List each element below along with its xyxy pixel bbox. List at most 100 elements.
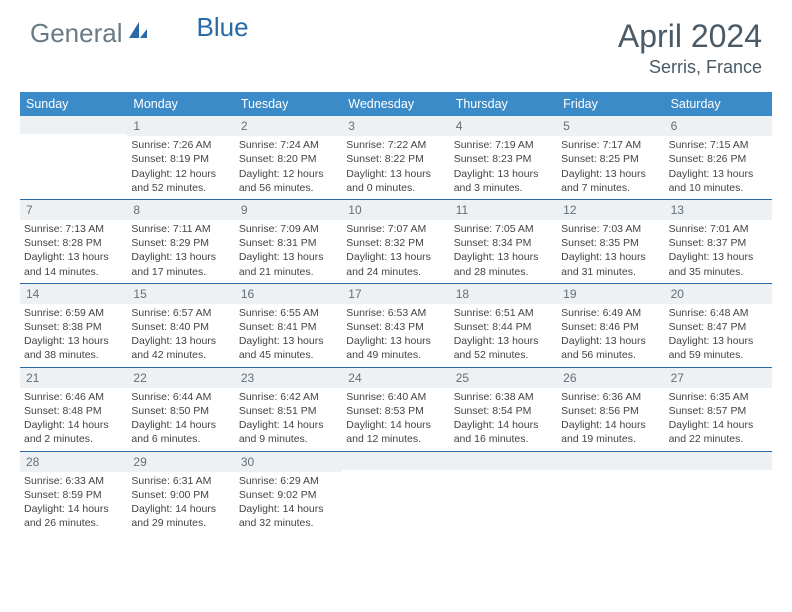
day-number: 8 [127,200,234,220]
sunrise-text: Sunrise: 7:24 AM [239,138,338,152]
day-number: 13 [665,200,772,220]
day-cell: 15Sunrise: 6:57 AMSunset: 8:40 PMDayligh… [127,284,234,367]
sunrise-text: Sunrise: 7:07 AM [346,222,445,236]
day-body: Sunrise: 7:22 AMSunset: 8:22 PMDaylight:… [342,136,449,199]
dow-cell: Saturday [665,92,772,116]
daylight-text: Daylight: 12 hours and 52 minutes. [131,167,230,195]
sunset-text: Sunset: 8:38 PM [24,320,123,334]
day-number: 1 [127,116,234,136]
day-cell: 26Sunrise: 6:36 AMSunset: 8:56 PMDayligh… [557,368,664,451]
day-body: Sunrise: 7:15 AMSunset: 8:26 PMDaylight:… [665,136,772,199]
day-number: 12 [557,200,664,220]
sunset-text: Sunset: 8:23 PM [454,152,553,166]
daylight-text: Daylight: 13 hours and 10 minutes. [669,167,768,195]
day-body: Sunrise: 7:05 AMSunset: 8:34 PMDaylight:… [450,220,557,283]
day-number: 10 [342,200,449,220]
sunset-text: Sunset: 8:41 PM [239,320,338,334]
sunset-text: Sunset: 8:51 PM [239,404,338,418]
daylight-text: Daylight: 13 hours and 3 minutes. [454,167,553,195]
day-body: Sunrise: 6:55 AMSunset: 8:41 PMDaylight:… [235,304,342,367]
day-number: 2 [235,116,342,136]
daylight-text: Daylight: 13 hours and 17 minutes. [131,250,230,278]
daylight-text: Daylight: 13 hours and 31 minutes. [561,250,660,278]
day-cell: 25Sunrise: 6:38 AMSunset: 8:54 PMDayligh… [450,368,557,451]
day-body: Sunrise: 6:48 AMSunset: 8:47 PMDaylight:… [665,304,772,367]
brand-part2: Blue [197,12,249,43]
day-body: Sunrise: 7:07 AMSunset: 8:32 PMDaylight:… [342,220,449,283]
day-cell: 16Sunrise: 6:55 AMSunset: 8:41 PMDayligh… [235,284,342,367]
day-cell: 2Sunrise: 7:24 AMSunset: 8:20 PMDaylight… [235,116,342,199]
sunrise-text: Sunrise: 6:59 AM [24,306,123,320]
day-number [557,452,664,470]
daylight-text: Daylight: 14 hours and 16 minutes. [454,418,553,446]
sunrise-text: Sunrise: 7:22 AM [346,138,445,152]
daylight-text: Daylight: 13 hours and 49 minutes. [346,334,445,362]
day-number: 29 [127,452,234,472]
daylight-text: Daylight: 14 hours and 22 minutes. [669,418,768,446]
day-cell: 28Sunrise: 6:33 AMSunset: 8:59 PMDayligh… [20,452,127,535]
sunrise-text: Sunrise: 6:36 AM [561,390,660,404]
sunrise-text: Sunrise: 6:38 AM [454,390,553,404]
day-body: Sunrise: 7:09 AMSunset: 8:31 PMDaylight:… [235,220,342,283]
day-cell [20,116,127,199]
day-number: 27 [665,368,772,388]
day-body: Sunrise: 7:11 AMSunset: 8:29 PMDaylight:… [127,220,234,283]
sunset-text: Sunset: 8:40 PM [131,320,230,334]
sunset-text: Sunset: 8:34 PM [454,236,553,250]
day-body: Sunrise: 7:19 AMSunset: 8:23 PMDaylight:… [450,136,557,199]
dow-cell: Thursday [450,92,557,116]
day-cell: 19Sunrise: 6:49 AMSunset: 8:46 PMDayligh… [557,284,664,367]
day-number: 23 [235,368,342,388]
sunset-text: Sunset: 8:59 PM [24,488,123,502]
day-cell: 1Sunrise: 7:26 AMSunset: 8:19 PMDaylight… [127,116,234,199]
day-cell: 6Sunrise: 7:15 AMSunset: 8:26 PMDaylight… [665,116,772,199]
sunrise-text: Sunrise: 7:17 AM [561,138,660,152]
week-row: 7Sunrise: 7:13 AMSunset: 8:28 PMDaylight… [20,200,772,284]
sunrise-text: Sunrise: 6:31 AM [131,474,230,488]
daylight-text: Daylight: 14 hours and 26 minutes. [24,502,123,530]
sunrise-text: Sunrise: 7:19 AM [454,138,553,152]
day-number: 18 [450,284,557,304]
day-number: 24 [342,368,449,388]
day-number: 7 [20,200,127,220]
day-number: 3 [342,116,449,136]
daylight-text: Daylight: 14 hours and 2 minutes. [24,418,123,446]
sunset-text: Sunset: 8:25 PM [561,152,660,166]
sunset-text: Sunset: 8:31 PM [239,236,338,250]
day-body: Sunrise: 7:26 AMSunset: 8:19 PMDaylight:… [127,136,234,199]
daylight-text: Daylight: 14 hours and 12 minutes. [346,418,445,446]
day-cell: 17Sunrise: 6:53 AMSunset: 8:43 PMDayligh… [342,284,449,367]
sunrise-text: Sunrise: 6:33 AM [24,474,123,488]
weeks-container: 1Sunrise: 7:26 AMSunset: 8:19 PMDaylight… [20,116,772,534]
sunrise-text: Sunrise: 6:48 AM [669,306,768,320]
day-body: Sunrise: 6:29 AMSunset: 9:02 PMDaylight:… [235,472,342,535]
sunset-text: Sunset: 8:50 PM [131,404,230,418]
sunrise-text: Sunrise: 7:11 AM [131,222,230,236]
sunrise-text: Sunrise: 6:40 AM [346,390,445,404]
day-number: 11 [450,200,557,220]
dow-cell: Sunday [20,92,127,116]
daylight-text: Daylight: 13 hours and 59 minutes. [669,334,768,362]
sunrise-text: Sunrise: 6:51 AM [454,306,553,320]
sunset-text: Sunset: 9:00 PM [131,488,230,502]
sunset-text: Sunset: 8:56 PM [561,404,660,418]
day-cell: 21Sunrise: 6:46 AMSunset: 8:48 PMDayligh… [20,368,127,451]
header: General Blue April 2024 Serris, France [0,0,792,86]
sunset-text: Sunset: 8:44 PM [454,320,553,334]
day-body: Sunrise: 6:31 AMSunset: 9:00 PMDaylight:… [127,472,234,535]
week-row: 1Sunrise: 7:26 AMSunset: 8:19 PMDaylight… [20,116,772,200]
sunset-text: Sunset: 8:37 PM [669,236,768,250]
daylight-text: Daylight: 13 hours and 42 minutes. [131,334,230,362]
day-cell: 24Sunrise: 6:40 AMSunset: 8:53 PMDayligh… [342,368,449,451]
sunrise-text: Sunrise: 6:55 AM [239,306,338,320]
title-block: April 2024 Serris, France [618,18,762,78]
daylight-text: Daylight: 14 hours and 32 minutes. [239,502,338,530]
day-body: Sunrise: 6:38 AMSunset: 8:54 PMDaylight:… [450,388,557,451]
day-body: Sunrise: 6:46 AMSunset: 8:48 PMDaylight:… [20,388,127,451]
day-cell: 8Sunrise: 7:11 AMSunset: 8:29 PMDaylight… [127,200,234,283]
daylight-text: Daylight: 13 hours and 38 minutes. [24,334,123,362]
dow-cell: Monday [127,92,234,116]
day-body: Sunrise: 7:01 AMSunset: 8:37 PMDaylight:… [665,220,772,283]
daylight-text: Daylight: 13 hours and 28 minutes. [454,250,553,278]
day-cell: 14Sunrise: 6:59 AMSunset: 8:38 PMDayligh… [20,284,127,367]
